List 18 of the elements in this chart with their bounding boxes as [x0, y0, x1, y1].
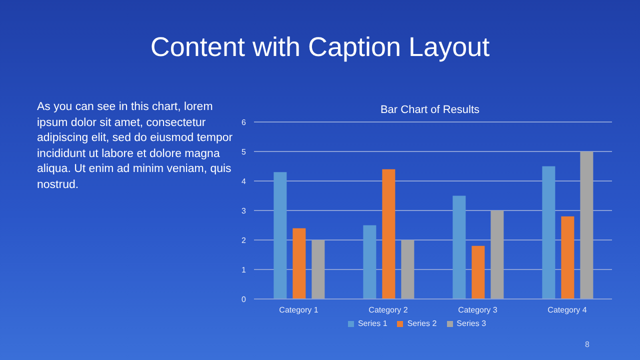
x-tick-label: Category 4 [548, 306, 588, 315]
y-tick-label: 0 [242, 294, 247, 304]
y-tick-label: 6 [242, 118, 247, 127]
chart-title: Bar Chart of Results [379, 104, 481, 116]
text: Content with Caption Layout [149, 32, 491, 63]
text: As you can see in this chart, lorem ipsum dolor sit amet, consectetur adipiscing elit, sed do eiusmod tempor incididunt ut labore et dolore magna aliqua. Ut enim ad minim veniam, quis nostrud. [37, 100, 234, 192]
x-tick-label: Category 3 [458, 306, 498, 315]
x-tick-label: Category 1 [279, 306, 319, 315]
text: 8 [585, 340, 590, 349]
y-tick-label: 4 [242, 176, 247, 186]
y-tick-label: 1 [242, 265, 247, 274]
legend-label: Series 1 [358, 319, 388, 328]
y-tick-label: 2 [242, 236, 247, 245]
y-tick-label: 5 [242, 147, 247, 156]
legend-label: Series 3 [456, 319, 486, 328]
legend-label: Series 2 [407, 319, 437, 328]
y-tick-label: 3 [242, 206, 247, 216]
x-tick-label: Category 2 [368, 306, 408, 315]
